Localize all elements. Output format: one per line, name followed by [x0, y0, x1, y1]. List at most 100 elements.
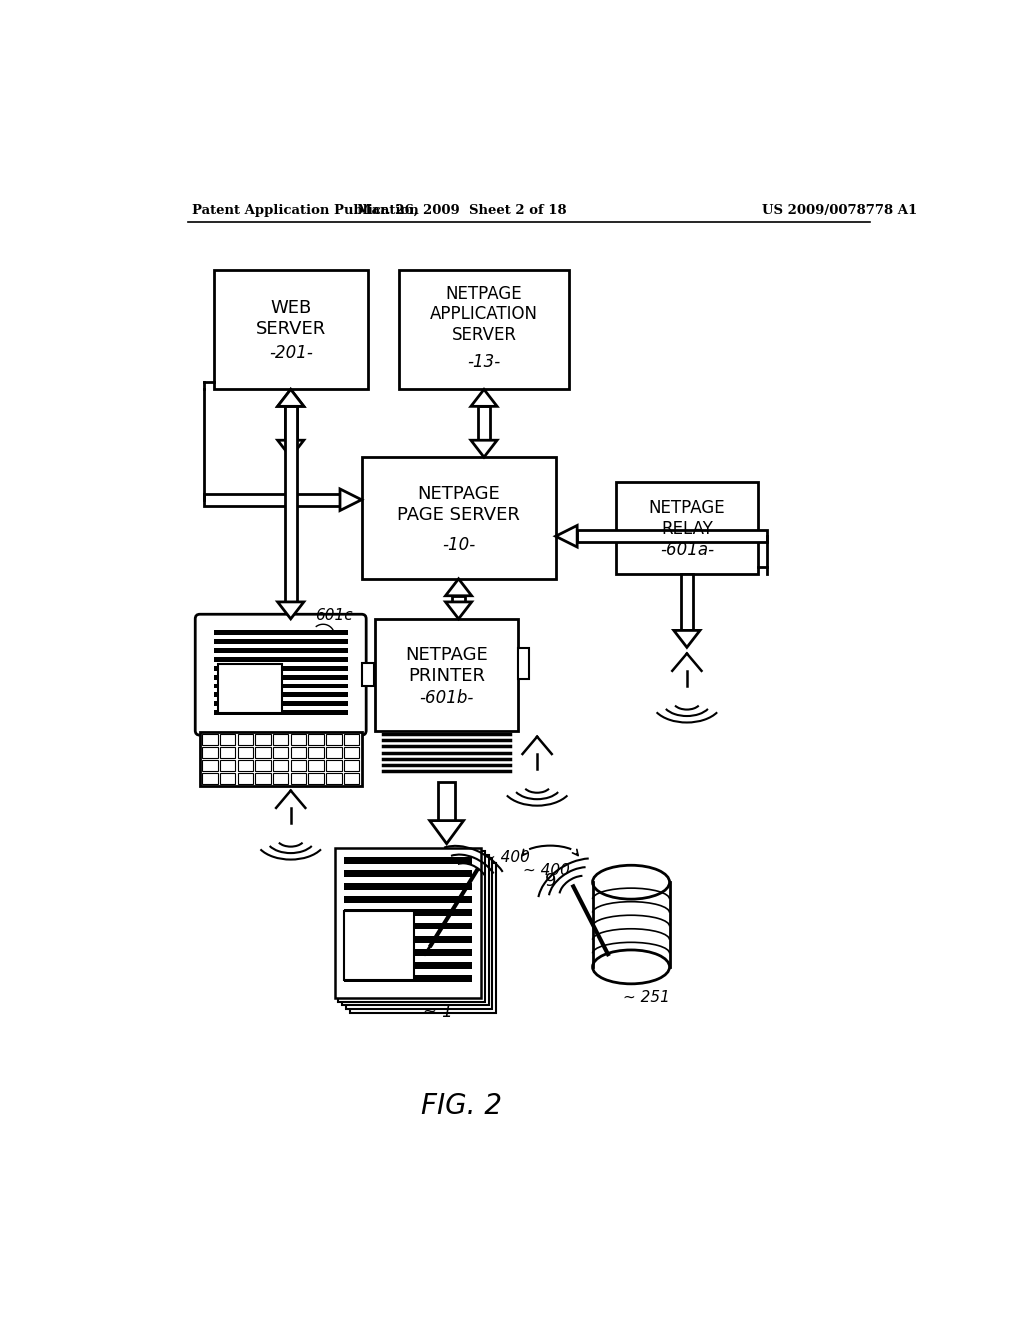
Text: WEB
SERVER: WEB SERVER	[256, 298, 326, 338]
Text: 601c: 601c	[315, 609, 353, 623]
Bar	[344, 734, 359, 744]
Bar	[326, 734, 342, 744]
Bar	[217, 664, 282, 713]
Bar	[202, 734, 217, 744]
Bar	[214, 710, 348, 715]
Polygon shape	[445, 602, 472, 619]
Bar	[326, 774, 342, 784]
Bar	[220, 734, 236, 744]
Polygon shape	[278, 441, 304, 457]
Bar	[200, 733, 361, 785]
Bar	[285, 407, 297, 602]
Bar	[518, 648, 528, 678]
Bar	[615, 482, 758, 574]
Bar	[335, 847, 481, 998]
Polygon shape	[278, 389, 304, 407]
Text: Mar. 26, 2009  Sheet 2 of 18: Mar. 26, 2009 Sheet 2 of 18	[356, 205, 566, 218]
Bar	[344, 883, 472, 890]
Bar	[453, 595, 465, 602]
Bar	[344, 747, 359, 758]
Text: ~ 1: ~ 1	[423, 1003, 453, 1020]
Polygon shape	[340, 488, 361, 511]
Polygon shape	[278, 389, 304, 407]
Text: Patent Application Publication: Patent Application Publication	[193, 205, 419, 218]
Bar	[273, 734, 289, 744]
Polygon shape	[471, 441, 497, 457]
Bar	[344, 909, 472, 916]
Text: -201-: -201-	[268, 343, 312, 362]
Bar	[398, 271, 569, 389]
Bar	[291, 734, 306, 744]
Bar	[593, 882, 670, 966]
Ellipse shape	[593, 866, 670, 899]
Bar	[214, 701, 348, 706]
Bar	[361, 663, 374, 686]
Bar	[438, 781, 455, 821]
Bar	[220, 774, 236, 784]
Bar	[273, 747, 289, 758]
Polygon shape	[278, 602, 304, 619]
Bar	[285, 407, 297, 441]
Text: ~ 251: ~ 251	[624, 990, 671, 1005]
Bar	[238, 734, 253, 744]
Bar	[326, 747, 342, 758]
Text: ~ 400: ~ 400	[483, 850, 530, 866]
Bar	[220, 760, 236, 771]
Polygon shape	[556, 525, 578, 546]
Text: -601a-: -601a-	[659, 541, 714, 558]
Bar	[214, 631, 348, 635]
Bar	[255, 747, 270, 758]
Bar	[344, 936, 472, 942]
Ellipse shape	[593, 950, 670, 983]
Bar	[291, 747, 306, 758]
Bar	[344, 857, 472, 863]
Bar	[238, 747, 253, 758]
Polygon shape	[471, 389, 497, 407]
Bar	[214, 693, 348, 697]
Bar	[344, 774, 359, 784]
Bar	[578, 531, 767, 543]
Text: NETPAGE
PAGE SERVER: NETPAGE PAGE SERVER	[397, 484, 520, 524]
Bar	[344, 923, 472, 929]
Bar	[214, 684, 348, 689]
Text: US 2009/0078778 A1: US 2009/0078778 A1	[762, 205, 918, 218]
Bar	[214, 657, 348, 661]
Bar	[291, 760, 306, 771]
Bar	[376, 619, 518, 730]
Bar	[202, 747, 217, 758]
Bar	[681, 574, 693, 631]
Polygon shape	[674, 631, 700, 647]
Bar	[344, 760, 359, 771]
Text: NETPAGE
RELAY: NETPAGE RELAY	[648, 499, 725, 539]
Bar	[346, 859, 493, 1010]
Bar	[273, 774, 289, 784]
Text: 9: 9	[545, 873, 556, 890]
Bar	[214, 648, 348, 653]
Text: -601b-: -601b-	[420, 689, 474, 706]
Bar	[344, 975, 472, 982]
Bar	[255, 734, 270, 744]
Bar	[308, 774, 324, 784]
Bar	[214, 271, 368, 389]
Text: -13-: -13-	[467, 352, 501, 371]
Bar	[308, 734, 324, 744]
Bar	[344, 949, 472, 956]
Bar	[361, 457, 556, 579]
Bar	[238, 774, 253, 784]
Bar	[344, 911, 414, 979]
Bar	[214, 639, 348, 644]
Polygon shape	[445, 579, 472, 595]
Text: NETPAGE
APPLICATION
SERVER: NETPAGE APPLICATION SERVER	[430, 285, 538, 345]
Bar	[344, 870, 472, 876]
Bar	[255, 774, 270, 784]
Bar	[255, 760, 270, 771]
Bar	[339, 851, 484, 1002]
Text: FIG. 2: FIG. 2	[421, 1092, 502, 1119]
Text: NETPAGE
PRINTER: NETPAGE PRINTER	[406, 645, 488, 685]
Bar	[202, 760, 217, 771]
FancyBboxPatch shape	[196, 614, 367, 735]
Bar	[342, 855, 488, 1006]
Bar	[308, 747, 324, 758]
Bar	[214, 665, 348, 671]
Bar	[202, 774, 217, 784]
